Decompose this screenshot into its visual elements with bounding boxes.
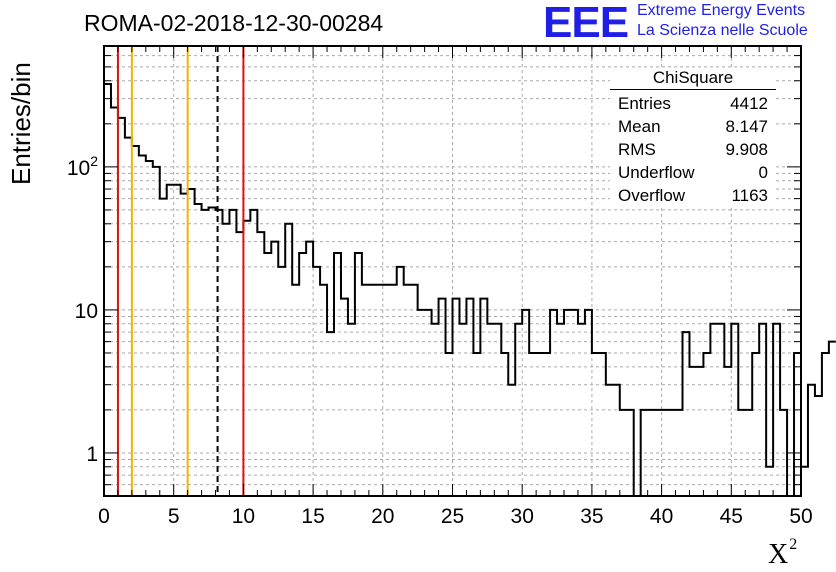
stats-row-mean: Mean 8.147: [610, 115, 776, 138]
stats-value: 8.147: [725, 117, 768, 136]
x-tick-label: 10: [232, 505, 255, 528]
stats-label: Underflow: [618, 163, 695, 182]
y-tick-label: 102: [67, 153, 98, 180]
x-tick-label: 35: [580, 505, 603, 528]
chart-title: ROMA-02-2018-12-30-00284: [84, 10, 384, 36]
x-tick-label: 15: [301, 505, 324, 528]
stats-value: 9.908: [725, 140, 768, 159]
eee-logo-line2: La Scienza nelle Scuole: [637, 22, 808, 39]
stats-value: 0: [758, 163, 768, 182]
eee-logo-mark: EEE: [543, 0, 629, 47]
x-tick-label: 5: [168, 505, 180, 528]
stats-value: 4412: [730, 94, 768, 113]
y-axis-label: Entries/bin: [6, 62, 36, 185]
y-tick-label: 10: [75, 300, 98, 323]
x-tick-label: 30: [511, 505, 534, 528]
x-axis-label-superscript: 2: [789, 536, 798, 553]
x-axis-label-text: X: [768, 539, 789, 570]
x-tick-label: 25: [441, 505, 464, 528]
stats-box: ChiSquare Entries 4412 Mean 8.147 RMS 9.…: [610, 68, 776, 207]
stats-label: Overflow: [618, 186, 686, 205]
x-tick-label: 50: [789, 505, 812, 528]
stats-row-overflow: Overflow 1163: [610, 184, 776, 207]
stats-label: RMS: [618, 140, 656, 159]
x-tick-label: 20: [371, 505, 394, 528]
stats-row-entries: Entries 4412: [610, 92, 776, 115]
x-axis-label: X2: [768, 536, 797, 571]
stats-label: Entries: [618, 94, 671, 113]
eee-logo-line1: Extreme Energy Events: [637, 2, 806, 19]
stats-row-underflow: Underflow 0: [610, 161, 776, 184]
x-tick-label: 0: [98, 505, 110, 528]
stats-row-rms: RMS 9.908: [610, 138, 776, 161]
stats-value: 1163: [731, 186, 768, 205]
stats-box-title: ChiSquare: [610, 68, 776, 90]
x-tick-label: 45: [720, 505, 743, 528]
x-tick-label: 40: [650, 505, 673, 528]
y-tick-label: 1: [86, 443, 98, 466]
stats-label: Mean: [618, 117, 661, 136]
